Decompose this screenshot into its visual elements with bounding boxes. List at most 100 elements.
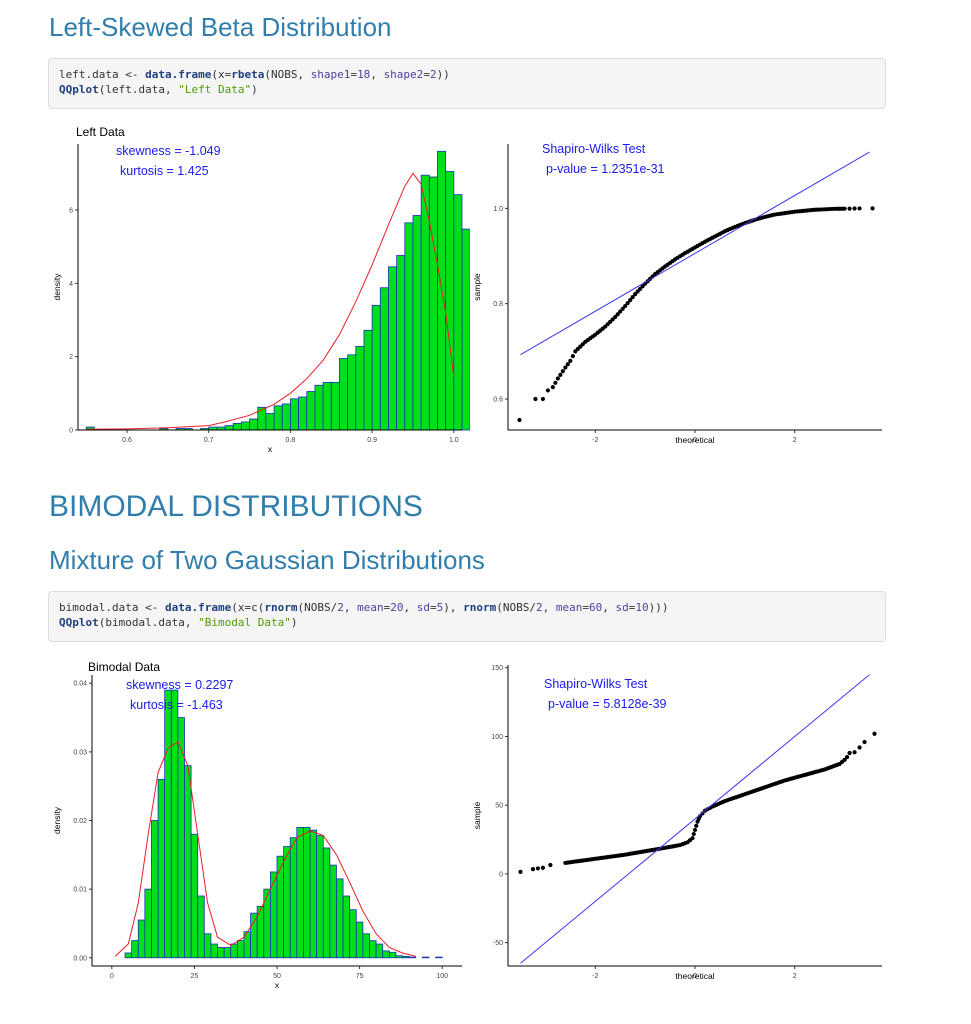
- histogram-bar: [336, 878, 344, 959]
- histogram-bar: [355, 921, 364, 959]
- y-tick-label: 0.03: [73, 749, 87, 756]
- histogram-bar: [137, 919, 146, 959]
- histogram-bar: [164, 689, 172, 959]
- y-tick-label: 6: [69, 208, 73, 215]
- code-line: QQplot(bimodal.data, "Bimodal Data"): [59, 616, 298, 629]
- qq-point: [540, 865, 546, 870]
- p-value-annotation: p-value = 1.2351e-31: [546, 162, 665, 176]
- histogram-bar: [184, 765, 192, 959]
- code-line: bimodal.data <- data.frame(x=c(rnorm(NOB…: [59, 601, 669, 614]
- histogram-bar: [362, 933, 370, 959]
- qq-point: [563, 365, 568, 370]
- y-axis-label: density: [52, 806, 62, 834]
- skewness-annotation: skewness = -1.049: [116, 144, 221, 158]
- qq-point: [852, 750, 857, 755]
- y-tick-label: 50: [495, 803, 503, 810]
- histogram-bar: [281, 403, 291, 431]
- histogram-bar: [322, 847, 331, 959]
- y-tick-label: -50: [493, 940, 503, 947]
- x-tick-label: 100: [436, 973, 448, 980]
- histogram-bar: [190, 833, 199, 959]
- histogram-bar: [316, 835, 324, 959]
- qq-point: [565, 362, 570, 367]
- y-tick-label: 4: [69, 281, 73, 288]
- x-axis-label: x: [268, 444, 273, 454]
- histogram-bar: [379, 287, 389, 431]
- qq-point: [625, 300, 630, 306]
- p-value-annotation: p-value = 5.8128e-39: [548, 697, 667, 711]
- histogram-bar: [428, 176, 438, 431]
- histogram-bar: [269, 871, 278, 959]
- y-tick-label: 0: [499, 871, 503, 878]
- histogram-bar: [355, 345, 365, 431]
- qq-point: [558, 372, 563, 377]
- histogram-bar: [151, 820, 159, 959]
- histogram-bar: [404, 222, 414, 431]
- test-name-annotation: Shapiro-Wilks Test: [544, 677, 648, 691]
- left-qq-plot: -2 0 2 0.6 0.8 1.0 theoretical sample Shapiro-Wi…: [472, 142, 882, 445]
- histogram-bar: [217, 947, 225, 959]
- histogram-bar: [210, 943, 218, 959]
- x-tick-label: 75: [356, 973, 364, 980]
- histogram-bar: [309, 829, 318, 959]
- histogram-bar: [339, 358, 349, 431]
- qq-point: [560, 369, 565, 374]
- histogram-bar: [203, 933, 212, 959]
- x-tick-label: 2: [793, 973, 797, 980]
- histogram-bar: [249, 418, 259, 431]
- x-tick-label: 0: [110, 973, 114, 980]
- qq-point: [633, 292, 638, 297]
- histogram-bar: [445, 171, 455, 431]
- bimodal-histogram-chart: 0 25 50 75 100 0.00 0.01 0.02 0.03 0.04 x density Bi…: [52, 660, 462, 990]
- qq-point: [862, 739, 867, 745]
- histogram-bar: [412, 215, 422, 431]
- histogram-bar: [342, 895, 351, 959]
- y-tick-label: 0.6: [493, 397, 503, 404]
- qq-point: [535, 866, 541, 871]
- histogram-bar: [382, 950, 390, 959]
- qq-point: [844, 754, 850, 760]
- qq-point: [540, 396, 546, 402]
- y-axis-label: sample: [472, 802, 482, 830]
- histogram-bar: [197, 895, 205, 959]
- histogram-bar: [395, 955, 403, 959]
- code-block-left: left.data <- data.frame(x=rbeta(NOBS, sh…: [48, 58, 886, 109]
- histogram-bar: [363, 329, 373, 431]
- histogram-bar: [283, 846, 291, 959]
- histogram-bar: [157, 778, 166, 959]
- qq-point: [550, 385, 555, 390]
- qq-point: [857, 745, 862, 750]
- qq-point: [690, 836, 695, 841]
- qq-point: [613, 314, 618, 320]
- code-block-bimodal: bimodal.data <- data.frame(x=c(rnorm(NOB…: [48, 591, 886, 642]
- qq-point: [847, 206, 852, 211]
- x-tick-label: 2: [793, 437, 797, 444]
- qq-point: [570, 354, 575, 359]
- qq-point: [857, 206, 862, 211]
- kurtosis-annotation: kurtosis = -1.463: [130, 698, 223, 712]
- histogram-bar: [402, 955, 410, 959]
- qq-point: [533, 396, 538, 402]
- kurtosis-annotation: kurtosis = 1.425: [120, 164, 209, 178]
- histogram-bar: [250, 912, 258, 959]
- histogram-bar: [435, 956, 443, 959]
- qq-point: [518, 869, 523, 874]
- histogram-bar: [124, 952, 133, 959]
- qq-point: [628, 298, 633, 303]
- bimodal-qq-plot: -2 0 2 -50 0 50 100 150 theoretical sample Shapiro…: [472, 665, 882, 981]
- qq-point: [548, 862, 553, 868]
- x-axis-label: x: [275, 980, 280, 990]
- histogram-bar: [371, 304, 381, 431]
- histogram-bar: [298, 396, 308, 431]
- qq-point: [615, 312, 620, 317]
- qq-point: [620, 306, 625, 311]
- histogram-bar: [232, 422, 242, 431]
- x-axis-label: theoretical: [675, 971, 714, 981]
- reference-line: [520, 674, 870, 964]
- x-tick-label: 0.9: [367, 437, 377, 444]
- x-tick-label: -2: [592, 973, 598, 980]
- x-tick-label: -2: [592, 437, 598, 444]
- x-tick-label: 25: [191, 973, 199, 980]
- section-heading-mixture: Mixture of Two Gaussian Distributions: [49, 545, 485, 575]
- histogram-bar: [322, 381, 332, 431]
